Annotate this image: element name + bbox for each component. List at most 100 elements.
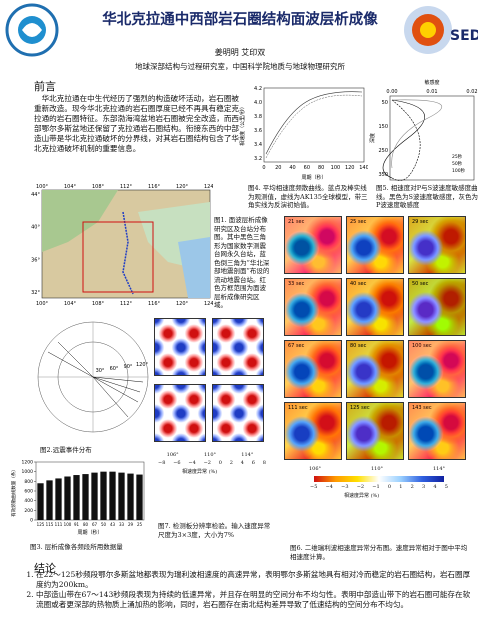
label: 250 xyxy=(378,148,388,154)
label: 50 xyxy=(382,100,388,106)
label: 104° xyxy=(64,184,77,190)
y-tick-label: 800 xyxy=(24,479,33,485)
tomo-panel: 67 sec xyxy=(284,340,342,398)
tomo-panel: 33 sec xyxy=(284,278,342,336)
label: 100秒 xyxy=(452,167,466,174)
fig5-caption: 图5. 相速度对P与S波速度敏感度曲线。黑色为S波速度敏感度，灰色为P波速度敏感… xyxy=(376,184,478,209)
colorbar-tick: −5 xyxy=(310,484,318,490)
lon-labels: 106° 110° 114° xyxy=(154,452,266,458)
colorbar-tick: 3 xyxy=(421,484,426,490)
label: 116° xyxy=(148,184,161,190)
conclusion-item: 在22～125秒频段鄂尔多斯盆地都表现为瑞利波相速度的高速异常，表明鄂尔多斯盆地… xyxy=(36,570,476,590)
fig6-caption: 图6. 二维瑞利波相速度异常分布图。速度异常相对于图中平均相速度计算。 xyxy=(290,544,468,561)
x-tick-label: 80 xyxy=(83,522,89,527)
bar xyxy=(82,474,89,520)
tomo-panel: 100 sec xyxy=(408,340,466,398)
colorbar-tick: 4 xyxy=(240,460,244,466)
label: 350 xyxy=(378,172,388,178)
lon-label: 110° xyxy=(203,452,217,458)
tomo-panel: 143 sec xyxy=(408,402,466,460)
tomo-panel: 21 sec xyxy=(284,216,342,274)
colorbar-tick: 2 xyxy=(229,460,233,466)
label: 40 xyxy=(289,165,295,171)
label: 3.2 xyxy=(254,156,262,162)
y-tick-label: 200 xyxy=(24,508,33,514)
bar xyxy=(55,478,62,520)
label: 0.02 xyxy=(466,89,477,95)
fig1-caption: 图1. 面波层析成像研究区及台站分布图。其中黑色三角形为国家数字测震台网永久台站… xyxy=(214,216,270,309)
label: 140 xyxy=(359,165,368,171)
lon-labels: 106° 110° 114° xyxy=(284,466,470,472)
label: 周期（秒） xyxy=(301,174,326,181)
label: 30° xyxy=(96,368,105,374)
colorbar-tick: −2 xyxy=(203,460,211,466)
conclusion-list: 在22～125秒频段鄂尔多斯盆地都表现为瑞利波相速度的高速异常，表明鄂尔多斯盆地… xyxy=(16,570,476,610)
label: 112° xyxy=(120,184,133,190)
intro-text: 华北克拉通在中生代经历了强烈的构造破坏活动，岩石圈被重新改造。现今华北克拉通的岩… xyxy=(34,94,240,153)
fig7-caption: 图7. 检测板分辨率检验。输入速度异常尺度为3×3度，大小为7% xyxy=(158,522,271,539)
histogram: 0 200 400 600 800 1000 1200 125 115 111 100 91 80 67 5… xyxy=(10,460,145,536)
label: 4.2 xyxy=(254,86,262,92)
logo-right: SEDI xyxy=(404,6,478,54)
colorbar-label: 相速度异常 (%) xyxy=(344,493,380,499)
bar xyxy=(64,476,71,520)
label: 0.00 xyxy=(386,89,397,95)
x-tick-label: 29 xyxy=(128,522,134,527)
checker-panel xyxy=(212,318,264,376)
period-label: 25 sec xyxy=(350,219,367,225)
bar xyxy=(118,472,125,520)
label: 相速度（公里/秒） xyxy=(239,104,246,146)
colorbar-ticks: −5 −4 −3 −2 −1 0 1 2 3 4 5 xyxy=(310,484,448,490)
bar xyxy=(46,480,53,520)
label: 60 xyxy=(304,165,310,171)
y-axis-label: 有效频散曲线数量（条） xyxy=(10,467,17,517)
label: 敏感度 xyxy=(424,79,439,86)
label: 44° xyxy=(31,192,40,198)
tomo-panel: 125 sec xyxy=(346,402,404,460)
logo-left xyxy=(5,3,59,57)
logo-text: SEDI xyxy=(450,28,478,44)
checker-panel xyxy=(154,384,206,442)
x-tick-label: 111 xyxy=(55,522,63,527)
colorbar-tick: −8 xyxy=(158,460,166,466)
station-map: 100° 100° 104° 104° 108° 108° 112° 112° 116° 116°… xyxy=(31,184,213,307)
period-label: 67 sec xyxy=(288,343,305,349)
lon-label: 114° xyxy=(432,466,446,472)
label: 36° xyxy=(31,257,40,263)
label: 100° xyxy=(36,184,49,190)
intro-heading: 前言 xyxy=(34,80,56,93)
y-tick-label: 0 xyxy=(30,518,33,524)
label: 3.6 xyxy=(254,128,262,134)
lon-label: 106° xyxy=(166,452,179,458)
x-tick-label: 25 xyxy=(137,522,143,527)
y-tick-label: 1000 xyxy=(22,469,34,475)
fig3-caption: 图3. 层析成像各频段所用数据量 xyxy=(30,543,123,551)
label: 108° xyxy=(92,301,105,307)
event-distribution: 30° 60° 90° 120° xyxy=(37,321,149,433)
x-tick-label: 115 xyxy=(46,522,54,527)
colorbar-tick: −6 xyxy=(173,460,181,466)
bar xyxy=(73,475,80,520)
label: 32° xyxy=(31,290,40,296)
x-axis-label: 周期（秒） xyxy=(77,529,102,536)
label: 100 xyxy=(331,165,341,171)
x-tick-label: 43 xyxy=(110,522,116,527)
colorbar-label: 相速度异常 (%) xyxy=(182,469,218,475)
label: 4.0 xyxy=(254,100,262,106)
checker-panel xyxy=(212,384,264,442)
fig4-caption: 图4. 平均相速度频散曲线。蓝点及棒实线为观测值，虚线为AK135全球模型，带三… xyxy=(248,184,368,209)
x-tick-label: 100 xyxy=(64,522,72,527)
checkerboard: 106° 110° 114° −8 −6 −4 −2 0 2 4 6 8 相速度异常 (%) xyxy=(154,318,274,518)
colorbar-tick: 0 xyxy=(387,484,391,490)
bar xyxy=(91,472,98,520)
x-tick-label: 33 xyxy=(119,522,125,527)
label: 50秒 xyxy=(452,160,463,167)
label: 20 xyxy=(275,165,281,171)
y-tick-label: 400 xyxy=(24,498,33,504)
period-label: 125 sec xyxy=(350,405,370,411)
fig2-caption: 图2.远震事件分布 xyxy=(40,446,92,454)
period-label: 143 sec xyxy=(412,405,432,411)
tomography-grid: 21 sec 25 sec 29 sec 33 sec 40 sec 50 sec 67 s… xyxy=(284,216,474,516)
